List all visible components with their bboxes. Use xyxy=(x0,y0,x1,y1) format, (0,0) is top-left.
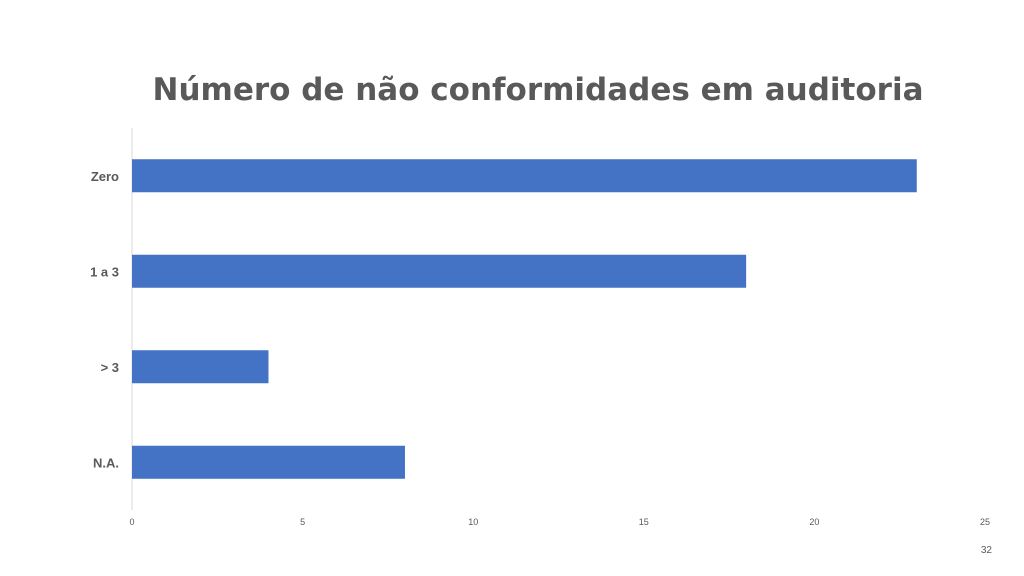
category-label: Zero xyxy=(91,169,119,184)
category-label: N.A. xyxy=(93,455,119,470)
x-tick-label: 10 xyxy=(468,517,478,527)
page-number: 32 xyxy=(980,545,992,556)
bar xyxy=(132,350,269,384)
category-label: > 3 xyxy=(101,360,119,375)
x-tick-label: 0 xyxy=(129,517,134,527)
category-label: 1 a 3 xyxy=(90,264,119,279)
bar xyxy=(132,159,917,193)
x-tick-label: 25 xyxy=(980,517,990,527)
x-tick-label: 20 xyxy=(809,517,819,527)
bar xyxy=(132,254,747,288)
x-tick-label: 15 xyxy=(639,517,649,527)
chart-title: Número de não conformidades em auditoria xyxy=(152,72,924,108)
bar xyxy=(132,445,405,479)
x-tick-label: 5 xyxy=(300,517,305,527)
